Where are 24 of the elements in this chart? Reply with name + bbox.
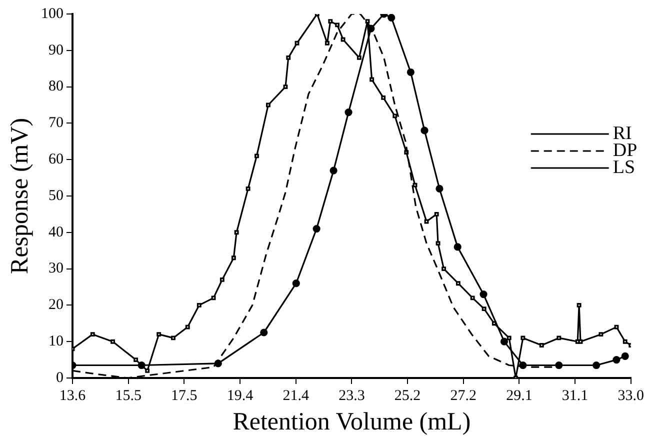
x-tick-label: 23.3 [338,388,365,404]
x-tick-label: 21.4 [282,388,310,404]
x-tick-label: 13.6 [59,388,86,404]
y-tick-label: 10 [48,334,64,350]
x-tick-label: 25.2 [394,388,421,404]
y-tick-label: 0 [56,370,64,386]
y-tick-label: 90 [48,42,64,58]
y-tick-label: 30 [48,260,64,277]
y-tick-label: 80 [48,78,64,95]
x-tick-label: 15.5 [115,388,142,404]
x-tick-label: 33.0 [618,388,644,404]
x-axis-title: Retention Volume (mL) [232,408,471,436]
x-tick-label: 17.5 [171,388,198,404]
x-tick-label: 29.1 [506,388,532,404]
x-tick-label: 31.1 [562,388,588,404]
y-tick-label: 50 [48,188,64,204]
y-tick-label: 40 [48,224,64,240]
y-tick-label: 20 [48,297,64,314]
x-tick-label: 19.4 [226,388,254,404]
y-tick-label: 60 [48,152,64,168]
y-tick-label: 100 [41,6,64,22]
x-tick-label: 27.2 [450,388,476,404]
y-tick-label: 70 [48,115,64,132]
y-axis-title: Response (mV) [6,118,34,274]
